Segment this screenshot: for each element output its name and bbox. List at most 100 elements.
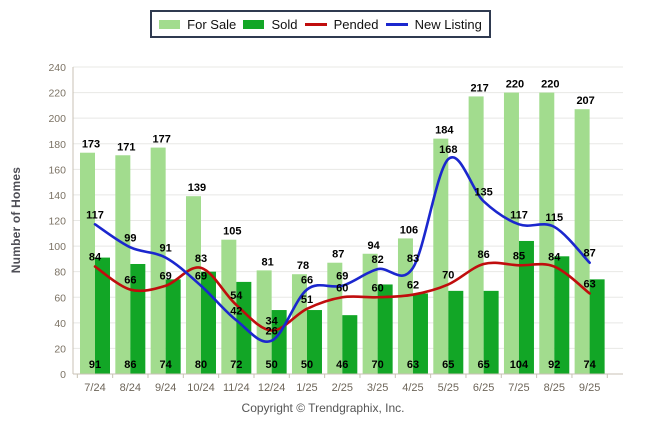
sold-value-label: 74 [583, 359, 596, 371]
pended-value-label: 85 [513, 250, 525, 262]
legend-label-for-sale: For Sale [187, 16, 237, 32]
pended-value-label: 66 [124, 275, 136, 287]
pended-line-swatch-icon [304, 22, 327, 26]
x-category-label: 7/24 [84, 382, 105, 394]
bar-sold [412, 293, 428, 374]
pended-value-label: 60 [372, 282, 384, 294]
for-sale-value-label: 173 [82, 139, 100, 151]
x-category-label: 4/25 [402, 382, 423, 394]
for-sale-value-label: 105 [223, 226, 241, 238]
for-sale-value-label: 94 [368, 240, 381, 252]
pended-value-label: 54 [230, 290, 243, 302]
bar-sold [554, 256, 570, 374]
bar-for-sale [256, 270, 272, 374]
new-listing-value-label: 91 [160, 243, 172, 255]
sold-value-label: 74 [160, 359, 173, 371]
bar-sold [448, 290, 464, 374]
x-category-label: 9/25 [579, 382, 600, 394]
x-category-label: 2/25 [332, 382, 353, 394]
new-listing-value-label: 87 [583, 248, 595, 260]
sold-value-label: 65 [478, 359, 490, 371]
new-listing-value-label: 135 [474, 186, 492, 198]
x-category-label: 8/25 [544, 382, 565, 394]
for-sale-swatch-icon [159, 19, 181, 29]
bar-sold [306, 310, 322, 374]
sold-value-label: 46 [336, 359, 348, 371]
sold-value-label: 70 [372, 359, 384, 371]
for-sale-value-label: 207 [576, 95, 594, 107]
line-new-listing [93, 155, 591, 343]
pended-value-label: 86 [478, 249, 490, 261]
pended-value-label: 70 [442, 269, 454, 281]
legend-item-sold: Sold [243, 18, 297, 31]
new-listing-line-swatch-icon [385, 22, 408, 26]
bar-for-sale [468, 96, 484, 374]
x-category-label: 11/24 [223, 382, 250, 394]
x-category-label: 9/24 [155, 382, 176, 394]
pended-value-label: 51 [301, 294, 313, 306]
for-sale-value-label: 220 [506, 79, 524, 91]
y-tick-label: 40 [54, 318, 66, 330]
sold-value-label: 50 [301, 359, 313, 371]
new-listing-value-label: 83 [407, 253, 419, 265]
legend: For Sale Sold Pended New Listing [150, 10, 491, 38]
y-tick-label: 160 [48, 164, 66, 176]
bar-for-sale [327, 262, 343, 374]
pended-value-label: 60 [336, 282, 348, 294]
legend-item-for-sale: For Sale [159, 18, 236, 31]
bar-sold [95, 257, 110, 374]
sold-swatch-icon [243, 19, 265, 29]
copyright-text: Copyright © Trendgraphix, Inc. [241, 401, 405, 415]
y-tick-label: 140 [48, 190, 66, 202]
x-category-label: 1/25 [296, 382, 317, 394]
bar-for-sale [185, 196, 201, 374]
legend-label-pended: Pended [333, 16, 379, 32]
new-listing-value-label: 168 [439, 144, 457, 156]
pended-value-label: 84 [548, 252, 561, 264]
for-sale-value-label: 139 [188, 182, 206, 194]
legend-label-new-listing: New Listing [414, 16, 482, 32]
bar-for-sale [291, 274, 307, 374]
sold-value-label: 91 [89, 359, 101, 371]
bar-for-sale [221, 239, 237, 374]
x-category-label: 5/25 [438, 382, 459, 394]
pended-value-label: 84 [89, 252, 102, 264]
for-sale-value-label: 78 [297, 260, 309, 272]
pended-value-label: 62 [407, 280, 419, 292]
x-category-label: 3/25 [367, 382, 388, 394]
pended-value-label: 83 [195, 253, 207, 265]
x-category-label: 12/24 [258, 382, 286, 394]
bar-for-sale [503, 92, 519, 374]
pended-value-label: 63 [583, 278, 595, 290]
for-sale-value-label: 87 [332, 249, 344, 261]
x-category-label: 10/24 [187, 382, 215, 394]
new-listing-value-label: 115 [545, 212, 563, 224]
bar-for-sale [574, 109, 590, 375]
x-category-label: 8/24 [120, 382, 141, 394]
for-sale-value-label: 177 [152, 134, 170, 146]
sold-value-label: 65 [442, 359, 454, 371]
y-tick-label: 100 [48, 241, 66, 253]
y-tick-label: 60 [54, 292, 66, 304]
for-sale-value-label: 171 [117, 141, 135, 153]
y-tick-label: 80 [54, 267, 66, 279]
y-tick-label: 120 [48, 216, 66, 228]
bar-for-sale [362, 253, 378, 374]
y-tick-label: 200 [48, 113, 66, 125]
sold-value-label: 63 [407, 359, 419, 371]
new-listing-value-label: 82 [372, 254, 384, 266]
y-tick-label: 20 [54, 343, 66, 355]
for-sale-value-label: 106 [400, 224, 418, 236]
sold-value-label: 80 [195, 359, 207, 371]
y-tick-label: 240 [48, 62, 66, 74]
y-tick-label: 0 [60, 369, 66, 381]
bar-sold [518, 240, 534, 374]
sold-value-label: 50 [266, 359, 278, 371]
bar-sold [165, 279, 181, 374]
legend-item-new-listing: New Listing [385, 16, 482, 32]
for-sale-value-label: 220 [541, 79, 559, 91]
new-listing-value-label: 42 [230, 305, 242, 317]
sold-value-label: 104 [510, 359, 529, 371]
